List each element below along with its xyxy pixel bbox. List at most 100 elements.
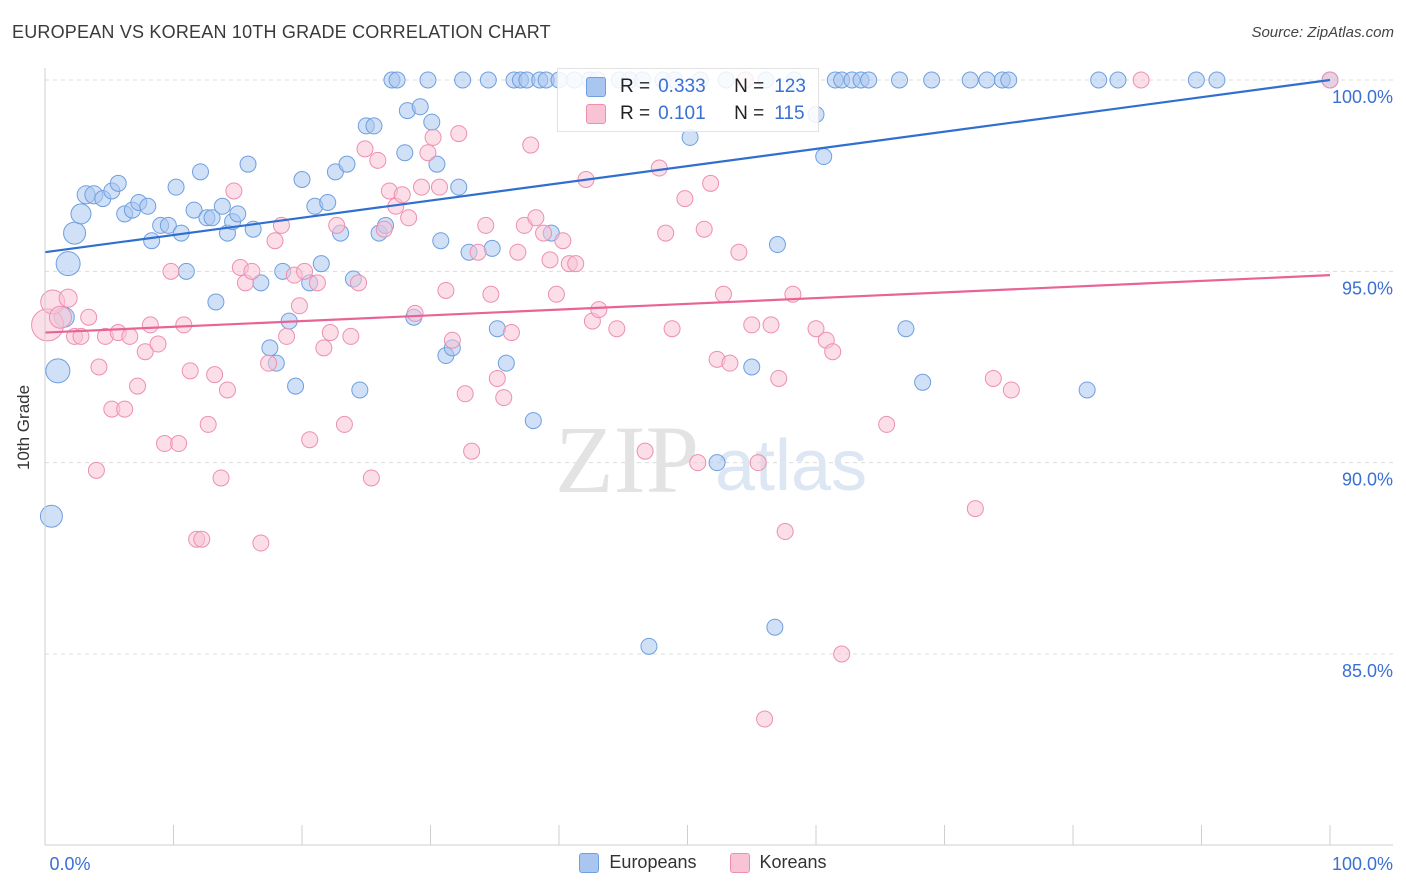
koreans-point xyxy=(116,400,134,418)
koreans-point xyxy=(156,435,174,453)
europeans-point xyxy=(319,193,337,211)
koreans-point xyxy=(437,281,455,299)
europeans-point xyxy=(743,358,761,376)
europeans-point xyxy=(411,98,429,116)
koreans-point xyxy=(406,304,424,322)
koreans-point xyxy=(199,415,217,433)
koreans-point xyxy=(278,327,296,345)
europeans-point xyxy=(483,239,501,257)
europeans-point xyxy=(1078,381,1096,399)
y-tick-label: 90.0% xyxy=(1342,470,1393,490)
europeans-point xyxy=(55,251,81,277)
koreans-point xyxy=(424,128,442,146)
koreans-point xyxy=(80,308,98,326)
koreans-point xyxy=(833,645,851,663)
legend-swatch-koreans xyxy=(729,852,750,873)
koreans-point xyxy=(676,190,694,208)
koreans-point xyxy=(547,285,565,303)
stats-row-europeans: R = 0.333 N = 123 xyxy=(558,74,806,100)
koreans-point xyxy=(1002,381,1020,399)
koreans-point xyxy=(469,243,487,261)
europeans-point xyxy=(961,71,979,89)
koreans-point xyxy=(90,358,108,376)
koreans-point xyxy=(321,324,339,342)
stats-n-value: 123 xyxy=(774,76,806,97)
koreans-point xyxy=(58,288,78,308)
koreans-point xyxy=(721,354,739,372)
y-axis-label: 10th Grade xyxy=(14,384,33,470)
europeans-point xyxy=(708,454,726,472)
koreans-point xyxy=(663,320,681,338)
europeans-trend-line xyxy=(44,78,1331,254)
europeans-point xyxy=(1000,71,1018,89)
europeans-point xyxy=(1208,71,1226,89)
europeans-point xyxy=(39,504,63,528)
koreans-point xyxy=(824,343,842,361)
koreans-point xyxy=(129,377,147,395)
stats-r-label: R = xyxy=(620,76,651,97)
koreans-point xyxy=(121,327,139,345)
koreans-point xyxy=(762,316,780,334)
koreans-point xyxy=(477,216,495,234)
koreans-point xyxy=(714,285,732,303)
koreans-point xyxy=(419,144,437,162)
europeans-point xyxy=(287,377,305,395)
koreans-point xyxy=(369,151,387,169)
europeans-point xyxy=(177,262,195,280)
koreans-point xyxy=(743,316,761,334)
europeans-point xyxy=(185,201,203,219)
europeans-point xyxy=(479,71,497,89)
watermark-zip: ZIP xyxy=(555,406,699,513)
koreans-point xyxy=(308,274,326,292)
legend-item-europeans[interactable]: Europeans xyxy=(579,852,697,873)
koreans-point xyxy=(342,327,360,345)
europeans-point xyxy=(261,339,279,357)
europeans-point xyxy=(70,203,92,225)
europeans-point xyxy=(207,293,225,311)
koreans-point xyxy=(702,174,720,192)
koreans-point xyxy=(488,369,506,387)
europeans-point xyxy=(488,320,506,338)
legend-item-koreans[interactable]: Koreans xyxy=(729,852,827,873)
europeans-point xyxy=(768,236,786,254)
koreans-point xyxy=(335,415,353,433)
koreans-point xyxy=(590,301,608,319)
europeans-point xyxy=(388,71,406,89)
koreans-point xyxy=(450,125,468,143)
koreans-point xyxy=(301,431,319,449)
axis-layer: 85.0% 90.0% 95.0% 100.0% 0.0% 100.0% xyxy=(44,68,1393,874)
europeans-point xyxy=(1109,71,1127,89)
koreans-point xyxy=(456,385,474,403)
koreans-point xyxy=(243,262,261,280)
koreans-point xyxy=(181,362,199,380)
europeans-point xyxy=(1187,71,1205,89)
europeans-point xyxy=(428,155,446,173)
koreans-trend-line xyxy=(44,274,1331,334)
koreans-point xyxy=(430,178,448,196)
koreans-point xyxy=(206,366,224,384)
europeans-point xyxy=(640,637,658,655)
europeans-point xyxy=(109,174,127,192)
koreans-point xyxy=(527,209,545,227)
koreans-point xyxy=(695,220,713,238)
stats-swatch-europeans xyxy=(586,77,606,97)
europeans-point xyxy=(923,71,941,89)
koreans-point xyxy=(522,136,540,154)
koreans-point xyxy=(502,324,520,342)
europeans-point xyxy=(454,71,472,89)
koreans-point xyxy=(878,415,896,433)
europeans-point xyxy=(423,113,441,131)
koreans-point xyxy=(296,262,314,280)
koreans-point xyxy=(72,327,90,345)
europeans-point xyxy=(351,381,369,399)
stats-r-value: 0.101 xyxy=(658,103,706,124)
europeans-point xyxy=(914,373,932,391)
koreans-point xyxy=(689,454,707,472)
koreans-point xyxy=(212,469,230,487)
koreans-point xyxy=(1132,71,1150,89)
europeans-point xyxy=(419,71,437,89)
europeans-point xyxy=(239,155,257,173)
stats-box: R = 0.333 N = 123 R = 0.101 N = 115 xyxy=(557,68,819,132)
koreans-point xyxy=(328,216,346,234)
stats-r-value: 0.333 xyxy=(658,76,706,97)
